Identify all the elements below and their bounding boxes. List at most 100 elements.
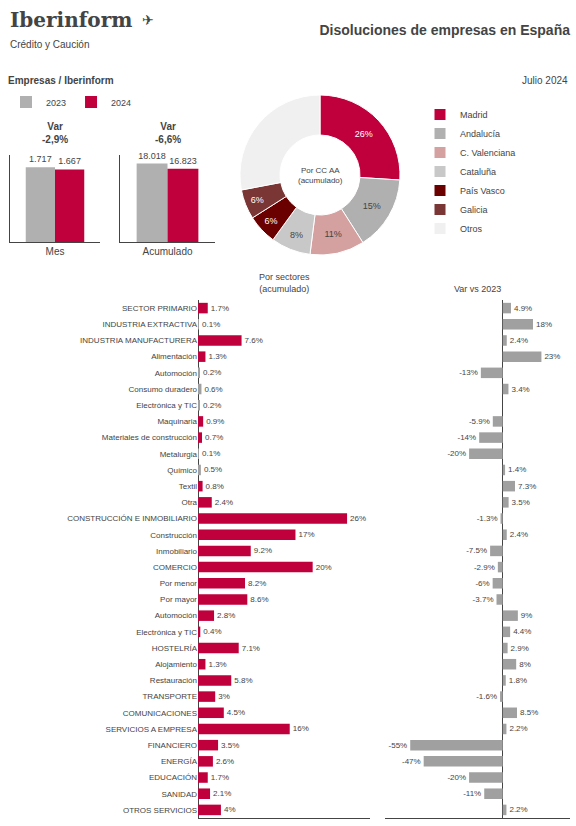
svg-text:Otros: Otros xyxy=(460,224,483,234)
svg-text:Crédito y Caución: Crédito y Caución xyxy=(10,39,89,50)
svg-text:18%: 18% xyxy=(536,320,552,329)
svg-text:3.4%: 3.4% xyxy=(511,385,529,394)
svg-text:1.3%: 1.3% xyxy=(208,352,226,361)
svg-text:1.7%: 1.7% xyxy=(211,773,229,782)
svg-text:7.1%: 7.1% xyxy=(242,644,260,653)
svg-text:6%: 6% xyxy=(251,195,264,205)
svg-text:-6%: -6% xyxy=(475,579,489,588)
svg-text:-14%: -14% xyxy=(457,433,476,442)
svg-text:Var-2,9%: Var-2,9% xyxy=(42,121,68,145)
svg-text:Galicia: Galicia xyxy=(460,205,488,215)
svg-text:4%: 4% xyxy=(224,805,236,814)
svg-text:Materiales de construcción: Materiales de construcción xyxy=(102,433,197,442)
svg-text:Por CC AA(acumulado): Por CC AA(acumulado) xyxy=(298,166,343,185)
svg-text:COMUNICACIONES: COMUNICACIONES xyxy=(123,709,197,718)
svg-text:TRANSPORTE: TRANSPORTE xyxy=(142,692,197,701)
svg-text:Alojamiento: Alojamiento xyxy=(155,660,197,669)
svg-text:4.5%: 4.5% xyxy=(227,708,245,717)
svg-text:-13%: -13% xyxy=(459,368,478,377)
svg-text:1.7%: 1.7% xyxy=(211,304,229,313)
svg-text:0.7%: 0.7% xyxy=(205,433,223,442)
svg-text:0.5%: 0.5% xyxy=(204,465,222,474)
svg-text:Electrónica y TIC: Electrónica y TIC xyxy=(136,401,197,410)
svg-text:Automoción: Automoción xyxy=(155,611,197,620)
svg-text:8%: 8% xyxy=(290,230,303,240)
svg-text:16%: 16% xyxy=(293,724,309,733)
svg-text:-3.7%: -3.7% xyxy=(473,595,494,604)
svg-text:Empresas / Iberinform: Empresas / Iberinform xyxy=(8,75,114,86)
svg-text:-55%: -55% xyxy=(389,741,408,750)
svg-text:3%: 3% xyxy=(218,692,230,701)
svg-text:CONSTRUCCIÓN E INMOBILIARIO: CONSTRUCCIÓN E INMOBILIARIO xyxy=(67,514,197,523)
svg-text:Madrid: Madrid xyxy=(460,110,488,120)
svg-text:-1.3%: -1.3% xyxy=(477,514,498,523)
svg-text:INDUSTRIA EXTRACTIVA: INDUSTRIA EXTRACTIVA xyxy=(102,320,197,329)
svg-text:Por menor: Por menor xyxy=(160,579,198,588)
svg-text:País Vasco: País Vasco xyxy=(460,186,505,196)
svg-text:0.2%: 0.2% xyxy=(203,401,221,410)
svg-text:0.2%: 0.2% xyxy=(203,368,221,377)
svg-text:2.8%: 2.8% xyxy=(217,611,235,620)
svg-text:0.9%: 0.9% xyxy=(206,417,224,426)
svg-text:6%: 6% xyxy=(264,216,277,226)
svg-text:-2.9%: -2.9% xyxy=(474,563,495,572)
svg-text:Restauración: Restauración xyxy=(150,676,197,685)
svg-text:Electrónica y TIC: Electrónica y TIC xyxy=(136,628,197,637)
svg-text:7.3%: 7.3% xyxy=(518,482,536,491)
svg-text:Consumo duradero: Consumo duradero xyxy=(129,385,198,394)
svg-text:-11%: -11% xyxy=(463,789,481,798)
svg-text:8.5%: 8.5% xyxy=(520,708,538,717)
svg-text:Var vs 2023: Var vs 2023 xyxy=(454,284,501,294)
svg-text:4.9%: 4.9% xyxy=(514,304,532,313)
svg-text:5.8%: 5.8% xyxy=(234,676,252,685)
svg-text:2023: 2023 xyxy=(46,98,66,108)
svg-text:2.4%: 2.4% xyxy=(510,336,528,345)
svg-text:-20%: -20% xyxy=(447,449,466,458)
svg-text:2.1%: 2.1% xyxy=(213,789,231,798)
svg-text:Alimentación: Alimentación xyxy=(151,352,197,361)
svg-text:Por mayor: Por mayor xyxy=(160,595,197,604)
svg-text:2.4%: 2.4% xyxy=(510,530,528,539)
svg-text:SECTOR PRIMARIO: SECTOR PRIMARIO xyxy=(122,304,197,313)
svg-text:Mes: Mes xyxy=(46,246,65,257)
svg-text:FINANCIERO: FINANCIERO xyxy=(148,741,197,750)
svg-text:SANIDAD: SANIDAD xyxy=(161,790,197,799)
svg-text:Julio 2024: Julio 2024 xyxy=(522,75,568,86)
svg-text:3.5%: 3.5% xyxy=(512,498,530,507)
svg-text:20%: 20% xyxy=(316,563,332,572)
svg-text:1.717: 1.717 xyxy=(29,154,52,164)
svg-text:9%: 9% xyxy=(521,611,533,620)
svg-text:Disoluciones de empresas en Es: Disoluciones de empresas en España xyxy=(319,22,570,38)
svg-text:2.9%: 2.9% xyxy=(511,644,529,653)
svg-text:Metalurgia: Metalurgia xyxy=(160,450,198,459)
svg-text:Químico: Químico xyxy=(167,466,197,475)
svg-text:1.667: 1.667 xyxy=(58,156,81,166)
svg-text:2.2%: 2.2% xyxy=(509,724,527,733)
svg-text:1.8%: 1.8% xyxy=(509,676,527,685)
svg-text:COMERCIO: COMERCIO xyxy=(153,563,197,572)
svg-text:-20%: -20% xyxy=(447,773,466,782)
svg-text:0.6%: 0.6% xyxy=(204,385,222,394)
svg-text:Textil: Textil xyxy=(179,482,197,491)
svg-text:2.2%: 2.2% xyxy=(509,805,527,814)
svg-text:2.6%: 2.6% xyxy=(216,757,234,766)
svg-text:Andalucía: Andalucía xyxy=(460,129,500,139)
svg-text:Maquinaria: Maquinaria xyxy=(157,417,197,426)
svg-text:0.1%: 0.1% xyxy=(202,320,220,329)
svg-text:2.4%: 2.4% xyxy=(215,498,233,507)
svg-text:Otra: Otra xyxy=(181,498,197,507)
svg-text:HOSTELRÍA: HOSTELRÍA xyxy=(152,644,198,653)
svg-text:15%: 15% xyxy=(363,201,381,211)
svg-text:-47%: -47% xyxy=(402,757,421,766)
svg-text:✈: ✈ xyxy=(142,12,154,28)
svg-text:Inmobiliario: Inmobiliario xyxy=(156,547,197,556)
svg-text:8%: 8% xyxy=(519,660,531,669)
svg-text:8.6%: 8.6% xyxy=(250,595,268,604)
svg-text:EDUCACIÓN: EDUCACIÓN xyxy=(149,773,197,782)
svg-text:1.3%: 1.3% xyxy=(208,660,226,669)
svg-text:ENERGÍA: ENERGÍA xyxy=(161,757,198,766)
svg-text:2024: 2024 xyxy=(111,98,131,108)
svg-text:Iberinform: Iberinform xyxy=(10,8,132,32)
svg-text:Automoción: Automoción xyxy=(155,369,197,378)
svg-text:1.4%: 1.4% xyxy=(508,465,526,474)
